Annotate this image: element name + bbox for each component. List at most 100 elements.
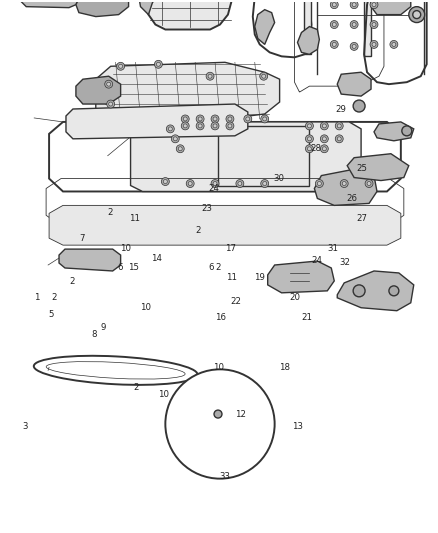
Circle shape (305, 135, 314, 143)
Circle shape (320, 135, 328, 143)
Circle shape (409, 6, 425, 22)
Text: 5: 5 (48, 310, 53, 319)
Text: 10: 10 (141, 303, 152, 312)
Circle shape (107, 100, 115, 108)
Circle shape (335, 135, 343, 143)
Text: 23: 23 (201, 204, 212, 213)
Circle shape (370, 21, 378, 29)
Circle shape (307, 147, 311, 151)
Circle shape (107, 82, 111, 86)
Circle shape (315, 180, 323, 188)
Text: 32: 32 (339, 257, 350, 266)
Circle shape (213, 117, 217, 121)
Text: 17: 17 (225, 244, 236, 253)
Text: 1: 1 (34, 293, 40, 302)
Polygon shape (255, 10, 275, 44)
Circle shape (337, 137, 341, 141)
Circle shape (322, 147, 326, 151)
Circle shape (350, 43, 358, 51)
Text: 14: 14 (152, 254, 162, 263)
Circle shape (213, 182, 217, 185)
Text: 18: 18 (279, 363, 290, 372)
Circle shape (246, 117, 250, 121)
Circle shape (261, 180, 268, 188)
Circle shape (320, 122, 328, 130)
Circle shape (330, 1, 338, 9)
Polygon shape (347, 154, 409, 181)
Text: 29: 29 (335, 104, 346, 114)
Circle shape (353, 100, 365, 112)
Circle shape (226, 115, 234, 123)
Circle shape (196, 115, 204, 123)
Circle shape (260, 72, 268, 80)
Polygon shape (218, 126, 309, 185)
Text: 16: 16 (215, 313, 226, 322)
Circle shape (367, 182, 371, 185)
Polygon shape (66, 104, 248, 139)
Text: 22: 22 (230, 297, 241, 306)
Text: 11: 11 (226, 273, 237, 282)
Text: 30: 30 (274, 174, 285, 183)
Text: 6: 6 (118, 263, 123, 272)
Circle shape (109, 102, 113, 106)
Circle shape (178, 147, 182, 151)
Circle shape (263, 182, 267, 185)
Text: 13: 13 (292, 423, 303, 432)
Circle shape (340, 180, 348, 188)
Text: 26: 26 (346, 194, 357, 203)
Circle shape (238, 182, 242, 185)
Circle shape (332, 22, 336, 27)
Circle shape (119, 64, 123, 68)
Circle shape (413, 11, 421, 19)
Polygon shape (59, 249, 120, 271)
Polygon shape (19, 0, 81, 7)
Circle shape (186, 180, 194, 188)
Text: 9: 9 (101, 323, 106, 332)
Circle shape (305, 145, 314, 153)
Circle shape (372, 3, 376, 6)
Polygon shape (96, 62, 279, 119)
Circle shape (352, 3, 356, 6)
Text: 27: 27 (356, 214, 367, 223)
Polygon shape (268, 261, 334, 293)
Text: 31: 31 (327, 244, 338, 253)
Circle shape (370, 1, 378, 9)
Circle shape (228, 117, 232, 121)
Polygon shape (374, 122, 414, 141)
Circle shape (211, 180, 219, 188)
Circle shape (176, 145, 184, 153)
Circle shape (211, 122, 219, 130)
Text: 6: 6 (208, 263, 214, 272)
Circle shape (156, 62, 160, 66)
Circle shape (350, 21, 358, 29)
Circle shape (320, 145, 328, 153)
Polygon shape (337, 271, 414, 311)
Circle shape (236, 180, 244, 188)
Polygon shape (371, 0, 411, 14)
Text: 19: 19 (254, 273, 265, 282)
Circle shape (370, 41, 378, 49)
Circle shape (228, 124, 232, 128)
Circle shape (198, 117, 202, 121)
Text: 20: 20 (290, 293, 300, 302)
Text: 25: 25 (356, 164, 367, 173)
Polygon shape (49, 205, 401, 245)
Circle shape (318, 182, 321, 185)
Text: 11: 11 (129, 214, 140, 223)
Text: 2: 2 (134, 383, 139, 392)
Circle shape (342, 182, 346, 185)
Circle shape (390, 41, 398, 49)
Circle shape (330, 21, 338, 29)
Polygon shape (131, 122, 361, 191)
Circle shape (262, 74, 266, 78)
Circle shape (211, 115, 219, 123)
Circle shape (173, 137, 177, 141)
Circle shape (183, 124, 187, 128)
Polygon shape (304, 0, 311, 54)
Circle shape (353, 285, 365, 297)
Circle shape (372, 22, 376, 27)
Circle shape (155, 60, 162, 68)
Circle shape (332, 43, 336, 46)
Circle shape (198, 124, 202, 128)
Text: 21: 21 (301, 313, 312, 322)
